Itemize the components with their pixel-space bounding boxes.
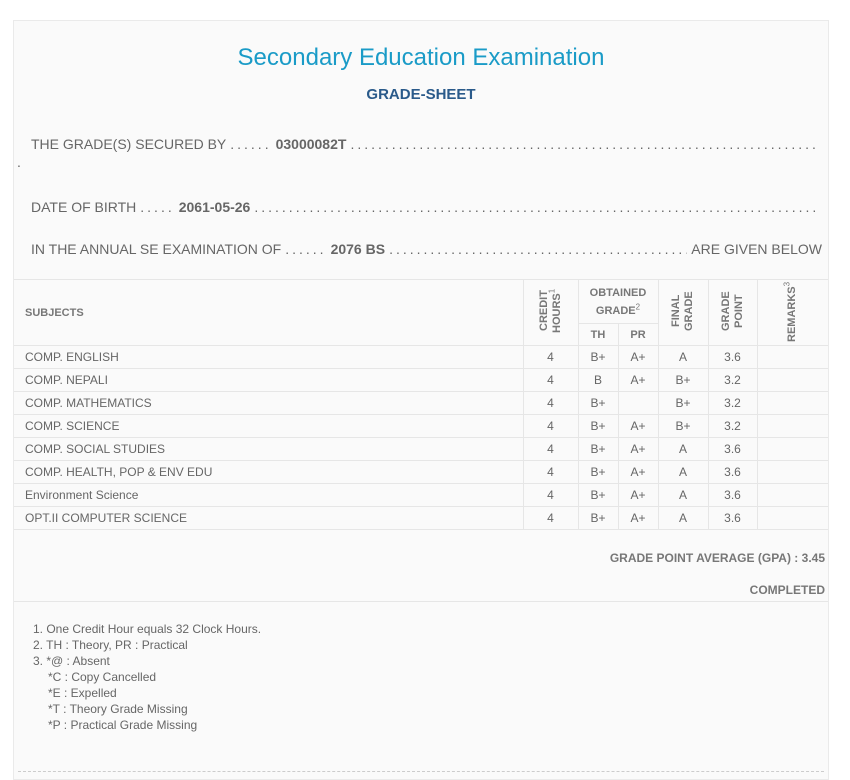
- symbol-number: 03000082T: [275, 136, 347, 152]
- table-row: COMP. SOCIAL STUDIES 4 B+ A+ A 3.6: [14, 437, 828, 461]
- credit-cell: 4: [522, 391, 579, 415]
- remarks-cell: [756, 345, 828, 369]
- final-grade-cell: A: [657, 460, 709, 484]
- table-row: OPT.II COMPUTER SCIENCE 4 B+ A+ A 3.6: [14, 506, 828, 530]
- subject-cell: COMP. SOCIAL STUDIES: [14, 437, 524, 461]
- grade-point-cell: 3.2: [707, 368, 758, 392]
- pr-grade-cell: A+: [617, 483, 659, 507]
- table-row: COMP. NEPALI 4 B A+ B+ 3.2: [14, 368, 828, 392]
- gpa-value: 3.45: [801, 551, 825, 565]
- th-grade-cell: B+: [577, 414, 619, 438]
- pr-grade-cell: A+: [617, 460, 659, 484]
- table-row: COMP. MATHEMATICS 4 B+ B+ 3.2: [14, 391, 828, 415]
- th-grade-cell: B: [577, 368, 619, 392]
- exam-label: IN THE ANNUAL SE EXAMINATION OF: [31, 241, 282, 257]
- subject-cell: Environment Science: [14, 483, 524, 507]
- note: 2. TH : Theory, PR : Practical: [33, 638, 188, 652]
- final-grade-cell: A: [657, 506, 709, 530]
- note: *E : Expelled: [48, 686, 117, 700]
- dob-value: 2061-05-26: [178, 199, 251, 215]
- th-grade-cell: B+: [577, 391, 619, 415]
- pr-grade-cell: A+: [617, 437, 659, 461]
- table-row: COMP. ENGLISH 4 B+ A+ A 3.6: [14, 345, 828, 369]
- note: 3. *@ : Absent: [33, 654, 110, 668]
- pr-grade-cell: A+: [617, 368, 659, 392]
- remarks-cell: [756, 391, 828, 415]
- th-grade-cell: B+: [577, 437, 619, 461]
- remarks-cell: [756, 414, 828, 438]
- result-status: COMPLETED: [749, 583, 825, 597]
- grade-point-cell: 3.6: [707, 345, 758, 369]
- note: *T : Theory Grade Missing: [48, 702, 188, 716]
- credit-cell: 4: [522, 460, 579, 484]
- credit-cell: 4: [522, 483, 579, 507]
- secured-by-line: THE GRADE(S) SECURED BY ...... 03000082T: [31, 134, 822, 154]
- subject-cell: COMP. MATHEMATICS: [14, 391, 524, 415]
- grade-point-cell: 3.6: [707, 460, 758, 484]
- header-remarks: REMARKS3: [756, 279, 828, 346]
- exam-line: IN THE ANNUAL SE EXAMINATION OF ...... 2…: [31, 239, 822, 259]
- th-grade-cell: B+: [577, 483, 619, 507]
- table-row: Environment Science 4 B+ A+ A 3.6: [14, 483, 828, 507]
- th-grade-cell: B+: [577, 460, 619, 484]
- exam-year: 2076 BS: [330, 241, 386, 257]
- header-grade-point: GRADE POINT: [707, 279, 758, 346]
- credit-cell: 4: [522, 437, 579, 461]
- remarks-cell: [756, 506, 828, 530]
- dashed-divider: [18, 771, 824, 772]
- subject-cell: COMP. NEPALI: [14, 368, 524, 392]
- gpa-summary: GRADE POINT AVERAGE (GPA) : 3.45: [609, 551, 825, 565]
- th-grade-cell: B+: [577, 506, 619, 530]
- final-grade-cell: B+: [657, 391, 709, 415]
- final-grade-cell: A: [657, 437, 709, 461]
- final-grade-cell: A: [657, 483, 709, 507]
- grade-point-cell: 3.6: [707, 506, 758, 530]
- header-credit-hours: CREDIT HOURS1: [522, 279, 579, 346]
- page-title: Secondary Education Examination: [237, 44, 605, 71]
- grade-point-cell: 3.6: [707, 437, 758, 461]
- dob-label: DATE OF BIRTH: [31, 199, 137, 215]
- credit-cell: 4: [522, 414, 579, 438]
- pr-grade-cell: [617, 391, 659, 415]
- remarks-cell: [756, 460, 828, 484]
- grade-point-cell: 3.6: [707, 483, 758, 507]
- credit-cell: 4: [522, 506, 579, 530]
- footnotes: 1. One Credit Hour equals 32 Clock Hours…: [33, 602, 828, 733]
- page-subtitle: GRADE-SHEET: [366, 86, 476, 103]
- grade-point-cell: 3.2: [707, 391, 758, 415]
- note: 1. One Credit Hour equals 32 Clock Hours…: [33, 622, 262, 636]
- grade-sheet-panel: Secondary Education Examination GRADE-SH…: [13, 20, 829, 780]
- pr-grade-cell: A+: [617, 506, 659, 530]
- credit-cell: 4: [522, 345, 579, 369]
- final-grade-cell: B+: [657, 414, 709, 438]
- header-final-grade: FINAL GRADE: [657, 279, 709, 346]
- exam-suffix: ARE GIVEN BELOW: [691, 241, 822, 257]
- remarks-cell: [756, 437, 828, 461]
- final-grade-cell: B+: [657, 368, 709, 392]
- grades-table: SUBJECTS CREDIT HOURS1 OBTAINED GRADE2 F…: [14, 279, 828, 530]
- table-row: COMP. HEALTH, POP & ENV EDU 4 B+ A+ A 3.6: [14, 460, 828, 484]
- pr-grade-cell: A+: [617, 345, 659, 369]
- note: *C : Copy Cancelled: [48, 670, 157, 684]
- subject-cell: OPT.II COMPUTER SCIENCE: [14, 506, 524, 530]
- table-row: COMP. SCIENCE 4 B+ A+ B+ 3.2: [14, 414, 828, 438]
- remarks-cell: [756, 483, 828, 507]
- secured-by-label: THE GRADE(S) SECURED BY: [31, 136, 227, 152]
- credit-cell: 4: [522, 368, 579, 392]
- remarks-cell: [756, 368, 828, 392]
- header-subjects: SUBJECTS: [14, 279, 524, 346]
- grade-point-cell: 3.2: [707, 414, 758, 438]
- header-obtained-grade: OBTAINED GRADE2: [577, 279, 659, 324]
- th-grade-cell: B+: [577, 345, 619, 369]
- final-grade-cell: A: [657, 345, 709, 369]
- subject-cell: COMP. ENGLISH: [14, 345, 524, 369]
- divider: [14, 601, 828, 602]
- header-pr: PR: [617, 323, 659, 346]
- header-th: TH: [577, 323, 619, 346]
- pr-grade-cell: A+: [617, 414, 659, 438]
- note: *P : Practical Grade Missing: [48, 718, 198, 732]
- subject-cell: COMP. SCIENCE: [14, 414, 524, 438]
- dob-line: DATE OF BIRTH ..... 2061-05-26: [31, 197, 822, 217]
- subject-cell: COMP. HEALTH, POP & ENV EDU: [14, 460, 524, 484]
